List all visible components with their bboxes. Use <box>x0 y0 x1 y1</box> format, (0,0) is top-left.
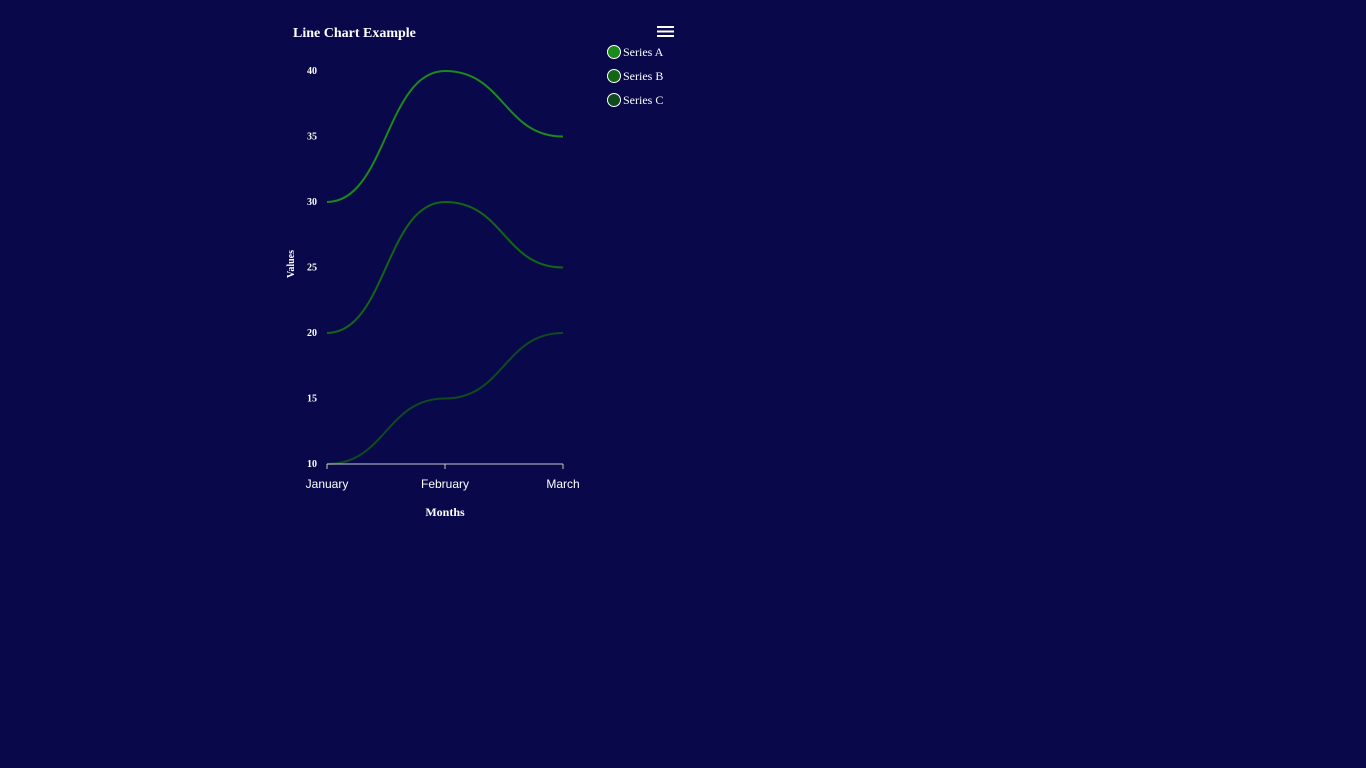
chart-title: Line Chart Example <box>293 26 416 41</box>
y-tick-label: 30 <box>307 197 317 208</box>
legend-marker <box>607 45 621 59</box>
y-axis-title: Values <box>286 250 297 278</box>
legend-label: Series B <box>623 69 663 83</box>
legend-label: Series A <box>623 45 664 59</box>
series-line <box>326 332 564 465</box>
legend-item[interactable]: Series C <box>607 93 664 107</box>
y-tick-label: 15 <box>307 394 317 405</box>
x-tick-label: February <box>421 477 469 491</box>
series-lines <box>326 69 564 465</box>
y-tick-label: 20 <box>307 328 317 339</box>
y-tick-label: 25 <box>307 263 317 274</box>
legend-marker <box>607 69 621 83</box>
hamburger-menu-icon <box>657 26 674 37</box>
legend-item[interactable]: Series A <box>607 45 664 59</box>
x-axis: January February March <box>306 463 580 491</box>
legend-item[interactable]: Series B <box>607 69 664 83</box>
y-tick-label: 40 <box>307 66 317 77</box>
x-axis-title: Months <box>425 505 465 519</box>
legend-label: Series C <box>623 93 663 107</box>
menu-button[interactable] <box>655 22 677 40</box>
legend-marker <box>607 93 621 107</box>
y-tick-label: 10 <box>307 459 317 470</box>
x-tick-label: January <box>306 477 349 491</box>
x-tick-label: March <box>546 477 579 491</box>
y-tick-label: 35 <box>307 132 317 143</box>
y-axis: 10 15 20 25 30 35 40 <box>307 66 317 470</box>
series-line <box>326 200 564 334</box>
legend: Series A Series B Series C <box>607 45 664 107</box>
series-line <box>326 69 564 203</box>
